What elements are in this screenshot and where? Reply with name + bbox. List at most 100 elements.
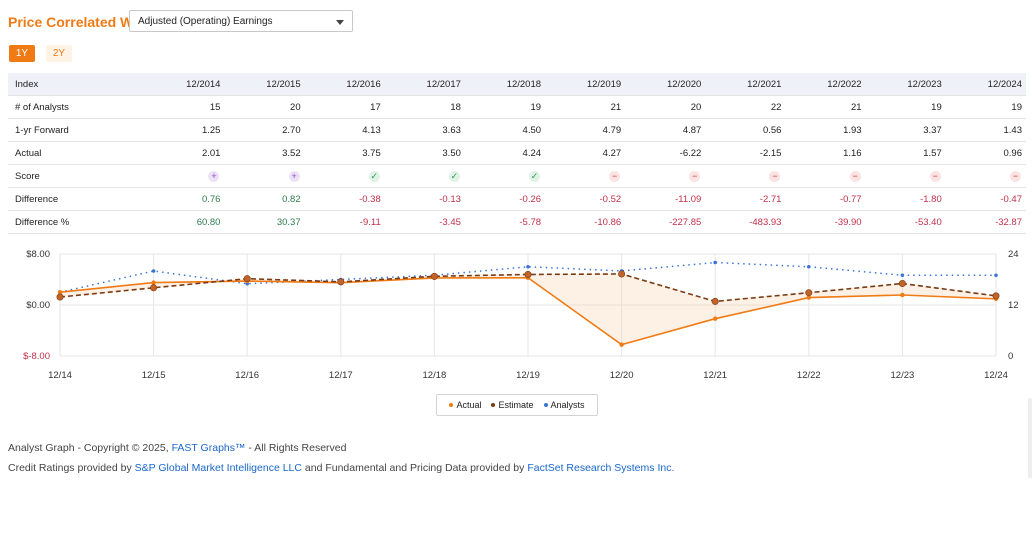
score-cell: −: [865, 164, 946, 188]
table-cell: 60.80: [144, 210, 225, 234]
column-header: 12/2024: [945, 73, 1026, 96]
factset-link[interactable]: FactSet Research Systems Inc.: [527, 462, 675, 474]
fastgraphs-link[interactable]: FAST Graphs™: [171, 442, 246, 454]
legend-label: Analysts: [550, 400, 585, 410]
analysts-point: [807, 264, 811, 269]
legend-item-analysts[interactable]: Analysts: [543, 400, 585, 410]
table-cell: 3.52: [224, 141, 305, 165]
table-row: # of Analysts 15 20 17 18 19 21 20 22 21 19 19: [8, 95, 1026, 119]
credits-text: Credit Ratings provided by: [8, 462, 132, 474]
minus-icon: −: [609, 170, 621, 182]
table-cell: -2.15: [705, 141, 786, 165]
table-row: Difference % 60.80 30.37 -9.11 -3.45 -5.78 -10…: [8, 210, 1026, 234]
score-cell: −: [545, 164, 626, 188]
table-cell: 4.24: [464, 141, 546, 165]
estimate-point: [524, 270, 532, 278]
actual-point: [900, 292, 905, 298]
score-cell: +: [144, 164, 225, 188]
estimate-point: [898, 280, 906, 288]
column-header: 12/2017: [384, 73, 465, 96]
x-tick-label: 12/23: [891, 370, 915, 381]
legend-item-actual[interactable]: Actual: [449, 400, 481, 410]
range-1y-button[interactable]: 1Y: [9, 45, 35, 62]
minus-icon: −: [849, 170, 861, 182]
rights-text: - All Rights Reserved: [248, 442, 347, 454]
legend-item-estimate[interactable]: Estimate: [491, 400, 534, 410]
estimate-point: [805, 289, 813, 297]
table-cell: 4.87: [625, 118, 706, 142]
column-header: 12/2014: [144, 73, 225, 96]
x-tick-label: 12/20: [610, 370, 634, 381]
plus-icon: +: [208, 170, 220, 182]
estimate-point: [430, 272, 438, 280]
table-cell: -39.90: [785, 210, 866, 234]
table-row: 1-yr Forward 1.25 2.70 4.13 3.63 4.50 4.79 4.87…: [8, 118, 1026, 142]
table-cell: 18: [384, 95, 465, 119]
table-cell: -10.86: [545, 210, 626, 234]
table-cell: 4.27: [545, 141, 626, 165]
estimate-point: [992, 292, 1000, 300]
x-tick-label: 12/18: [423, 370, 447, 381]
table-cell: 20: [224, 95, 305, 119]
y-left-tick-label: $0.00: [26, 300, 50, 311]
table-cell: 15: [144, 95, 225, 119]
y-right-tick-label: 24: [1008, 249, 1019, 260]
table-cell: -2.71: [705, 187, 786, 211]
earnings-type-select[interactable]: Adjusted (Operating) Earnings: [129, 10, 353, 32]
table-cell: -9.11: [304, 210, 385, 234]
check-icon: ✓: [448, 170, 460, 182]
table-cell: 21: [545, 95, 626, 119]
table-cell: -0.13: [384, 187, 465, 211]
earnings-type-value: Adjusted (Operating) Earnings: [138, 16, 273, 27]
table-cell: 1.57: [865, 141, 946, 165]
column-header: 12/2019: [545, 73, 626, 96]
table-cell: 4.79: [545, 118, 626, 142]
actual-point: [713, 316, 718, 321]
row-label: Score: [8, 164, 145, 188]
analysts-point: [900, 273, 905, 278]
column-header: 12/2020: [625, 73, 706, 96]
score-cell: ✓: [384, 164, 465, 188]
credits-middle-text: and Fundamental and Pricing Data provide…: [304, 462, 525, 474]
x-tick-label: 12/14: [48, 370, 72, 381]
estimate-point: [150, 284, 158, 292]
table-cell: -5.78: [464, 210, 546, 234]
row-label: Actual: [8, 141, 145, 165]
copyright-text: Analyst Graph - Copyright © 2025,: [8, 442, 169, 454]
table-cell: -0.77: [785, 187, 866, 211]
minus-icon: −: [769, 170, 781, 182]
minus-icon: −: [929, 170, 941, 182]
estimate-point: [337, 278, 345, 286]
table-cell: 3.37: [865, 118, 946, 142]
minus-icon: −: [1010, 170, 1021, 182]
table-row: Score + + ✓ ✓ ✓ − − − − − −: [8, 164, 1026, 188]
scrollbar[interactable]: [1028, 398, 1032, 478]
column-header: 12/2023: [865, 73, 946, 96]
estimate-point: [711, 297, 719, 305]
column-header: 12/2021: [705, 73, 786, 96]
table-cell: 0.56: [705, 118, 786, 142]
table-cell: 3.63: [384, 118, 465, 142]
y-left-tick-label: $8.00: [26, 249, 50, 260]
score-cell: −: [625, 164, 706, 188]
table-cell: 19: [464, 95, 546, 119]
analysts-point: [994, 273, 998, 278]
row-label: Difference %: [8, 210, 145, 234]
table-cell: 4.13: [304, 118, 385, 142]
score-cell: −: [945, 164, 1026, 188]
analysts-dot-icon: [543, 403, 548, 407]
check-icon: ✓: [368, 170, 380, 182]
table-cell: -1.80: [865, 187, 946, 211]
estimate-point: [618, 270, 626, 278]
legend-label: Actual: [456, 400, 482, 410]
table-cell: 1.43: [945, 118, 1026, 142]
table-header-row: Index 12/2014 12/2015 12/2016 12/2017 12/2018…: [8, 73, 1026, 96]
column-header: 12/2016: [304, 73, 385, 96]
check-icon: ✓: [529, 170, 541, 182]
analysts-point: [713, 260, 717, 265]
table-cell: 0.82: [224, 187, 305, 211]
range-2y-button[interactable]: 2Y: [46, 45, 72, 62]
sp-global-link[interactable]: S&P Global Market Intelligence LLC: [134, 462, 302, 474]
x-tick-label: 12/17: [329, 370, 353, 381]
table-row: Actual 2.01 3.52 3.75 3.50 4.24 4.27 -6.22 -2.15…: [8, 141, 1026, 165]
